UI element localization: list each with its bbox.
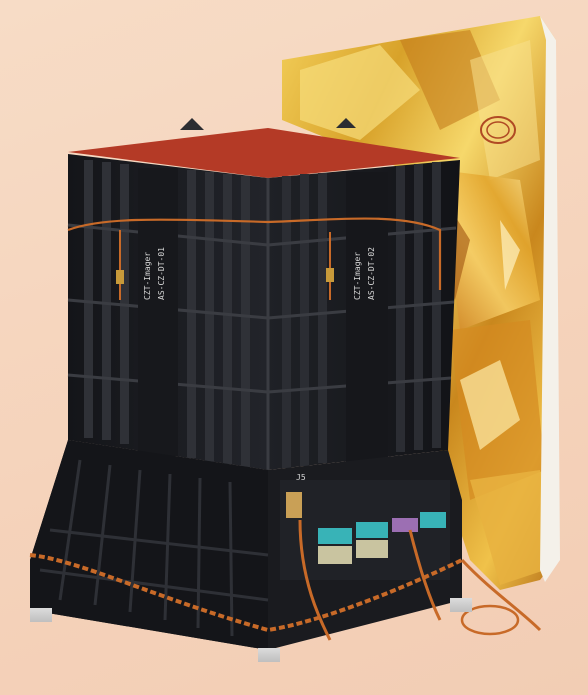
connector-tag: J5 [296, 473, 306, 482]
instrument-base: J5 [29, 440, 542, 662]
mli-foil-blanket [282, 16, 560, 590]
detector-box [67, 118, 460, 470]
left-label-line1: CZT-Imager [143, 252, 152, 300]
connector-teal-1 [318, 528, 352, 544]
connector-gold [286, 492, 302, 518]
left-panel-labels: CZT-Imager AS-CZ-DT-01 [143, 247, 166, 300]
connector-purple [392, 518, 418, 532]
right-label-line1: CZT-Imager [353, 252, 362, 300]
right-panel-labels: CZT-Imager AS-CZ-DT-02 [353, 247, 376, 300]
connector-teal-2 [356, 522, 388, 538]
left-label-line2: AS-CZ-DT-01 [157, 247, 166, 300]
connector-teal-3 [420, 512, 446, 528]
right-label-line2: AS-CZ-DT-02 [367, 247, 376, 300]
